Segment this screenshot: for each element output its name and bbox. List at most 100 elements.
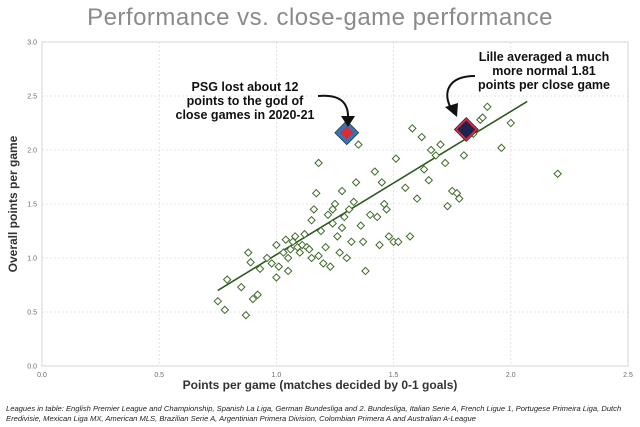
lille-annotation-line-1: Lille averaged a much bbox=[479, 50, 610, 64]
footnote: Leagues in table: English Premier League… bbox=[6, 404, 622, 423]
psg-arrow-head bbox=[341, 116, 355, 127]
data-point bbox=[384, 232, 394, 241]
data-point bbox=[375, 240, 384, 250]
data-point bbox=[372, 212, 382, 222]
data-point bbox=[440, 158, 450, 168]
data-point bbox=[342, 253, 352, 263]
axis-ticks: 0.0 0.5 1.0 1.5 2.0 2.5 0.0 0.5 1.0 1.5 2.0 2.5 3.0 bbox=[27, 40, 633, 380]
data-point bbox=[246, 258, 255, 267]
psg-highlight-inner bbox=[340, 126, 354, 140]
lille-annotation-arrow bbox=[446, 75, 476, 111]
data-point bbox=[283, 253, 293, 263]
lille-annotation-line-2: more normal 1.81 bbox=[492, 64, 596, 78]
data-point bbox=[326, 262, 335, 271]
data-point bbox=[347, 237, 356, 247]
x-tick-label: 1.5 bbox=[389, 372, 399, 379]
data-point bbox=[272, 273, 281, 282]
data-point bbox=[393, 237, 403, 247]
data-point bbox=[344, 205, 354, 214]
data-point bbox=[267, 259, 277, 268]
data-point bbox=[431, 151, 441, 160]
grid bbox=[41, 41, 629, 367]
data-point bbox=[454, 194, 464, 203]
data-point bbox=[356, 221, 366, 230]
y-axis-label: Overall points per game bbox=[6, 135, 20, 272]
data-point bbox=[311, 188, 321, 198]
data-point bbox=[337, 186, 347, 196]
data-point bbox=[297, 240, 307, 250]
data-point bbox=[370, 167, 380, 176]
data-point bbox=[553, 169, 562, 179]
data-point bbox=[424, 175, 434, 185]
data-point bbox=[417, 132, 427, 142]
data-point bbox=[361, 266, 370, 276]
data-point bbox=[286, 245, 295, 254]
x-tick-label: 1.0 bbox=[272, 372, 282, 379]
data-point bbox=[290, 232, 300, 241]
data-point bbox=[281, 235, 291, 244]
y-tick-label: 0.0 bbox=[27, 364, 37, 371]
lille-arrow-head bbox=[445, 103, 458, 117]
data-point bbox=[405, 232, 415, 241]
y-tick-label: 1.5 bbox=[27, 202, 37, 209]
lille-annotation: Lille averaged a much more normal 1.81 p… bbox=[445, 50, 610, 117]
x-tick-label: 0.0 bbox=[37, 372, 47, 379]
data-point bbox=[307, 253, 316, 263]
x-tick-label: 2.0 bbox=[506, 372, 516, 379]
data-point bbox=[478, 113, 487, 122]
lille-annotation-line-3: points per close game bbox=[478, 78, 610, 92]
data-point bbox=[506, 118, 516, 128]
data-point bbox=[314, 158, 323, 168]
data-point bbox=[337, 223, 347, 233]
highlighted-teams bbox=[334, 117, 479, 146]
data-point bbox=[220, 305, 230, 315]
data-point bbox=[253, 290, 262, 300]
data-point bbox=[354, 140, 363, 149]
data-point bbox=[323, 210, 333, 220]
chart-title: Performance vs. close-game performance bbox=[87, 4, 553, 31]
data-point bbox=[401, 183, 410, 193]
data-point bbox=[309, 205, 319, 214]
data-point bbox=[459, 151, 469, 160]
data-point bbox=[318, 259, 328, 268]
data-point bbox=[377, 178, 387, 187]
data-point bbox=[340, 212, 349, 222]
data-point bbox=[314, 251, 323, 261]
data-point bbox=[307, 215, 316, 225]
data-point bbox=[243, 248, 253, 257]
y-tick-label: 0.5 bbox=[27, 310, 37, 317]
y-tick-label: 2.0 bbox=[27, 148, 37, 155]
data-point bbox=[295, 248, 305, 257]
data-point bbox=[497, 143, 506, 153]
data-point bbox=[382, 205, 391, 214]
data-point bbox=[213, 296, 223, 306]
data-point bbox=[262, 253, 272, 263]
data-point bbox=[316, 226, 326, 236]
y-tick-label: 1.0 bbox=[27, 256, 37, 263]
psg-annotation: PSG lost about 12 points to the god of c… bbox=[176, 80, 355, 127]
data-point bbox=[349, 197, 359, 207]
data-point bbox=[236, 282, 246, 292]
x-tick-label: 0.5 bbox=[154, 372, 164, 379]
psg-annotation-line-1: PSG lost about 12 bbox=[192, 80, 299, 94]
scatter-chart: 0.0 0.5 1.0 1.5 2.0 2.50.00.51.01.52.02.53.0 … bbox=[6, 40, 633, 393]
data-point bbox=[483, 102, 492, 112]
data-point bbox=[365, 210, 375, 220]
y-tick-label: 2.5 bbox=[27, 94, 37, 101]
data-point bbox=[328, 219, 337, 228]
data-point bbox=[443, 201, 452, 211]
data-point bbox=[255, 264, 265, 274]
data-points bbox=[213, 102, 562, 320]
lille-highlight-inner bbox=[457, 120, 476, 139]
data-point bbox=[248, 294, 258, 304]
data-point bbox=[335, 248, 344, 257]
data-point bbox=[283, 266, 293, 276]
data-point bbox=[408, 124, 417, 133]
x-axis-label: Points per game (matches decided by 0-1 … bbox=[183, 378, 458, 392]
data-point bbox=[321, 242, 330, 252]
data-point bbox=[391, 154, 401, 163]
y-tick-label: 3.0 bbox=[27, 40, 37, 47]
data-point bbox=[333, 232, 342, 241]
data-point bbox=[358, 237, 368, 247]
data-point bbox=[304, 245, 314, 254]
